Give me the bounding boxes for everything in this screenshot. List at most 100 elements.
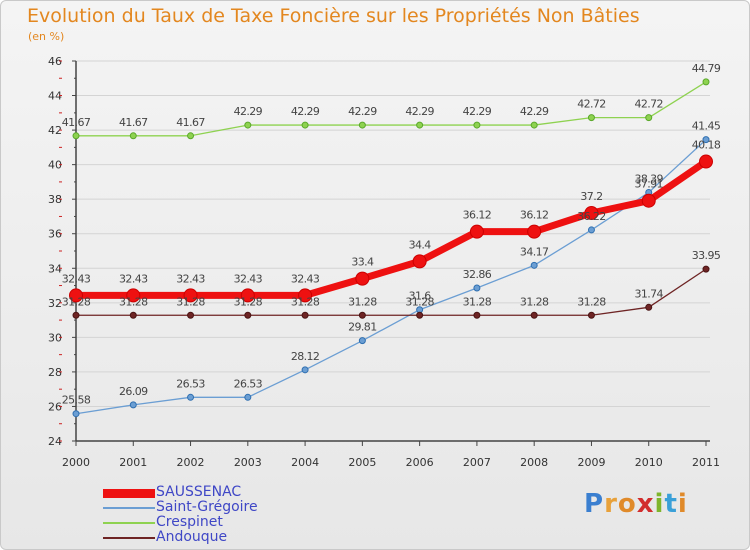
data-point (358, 311, 366, 319)
logo-letter: x (636, 489, 655, 519)
data-point (699, 154, 713, 169)
legend-item: Andouque (103, 529, 343, 545)
data-point (129, 311, 137, 319)
data-label: 42.72 (577, 98, 606, 111)
data-label: 41.67 (62, 116, 91, 129)
data-label: 25.58 (62, 394, 91, 407)
data-point (587, 114, 595, 122)
x-tick-label: 2005 (348, 456, 376, 469)
data-label: 34.17 (520, 245, 549, 258)
data-point (702, 78, 710, 86)
data-label-layer: 32.43 32.43 32.43 32.43 32.43 33.4 34.4 36.12 36… (62, 62, 722, 407)
data-point (187, 132, 195, 140)
data-label: 31.6 (409, 290, 432, 303)
legend: SAUSSENAC Saint-Grégoire Crespinet Andouque (103, 484, 343, 545)
data-label: 26.09 (119, 385, 148, 398)
data-label: 37.2 (580, 190, 602, 203)
data-label: 26.53 (234, 377, 263, 390)
data-label: 34.4 (409, 238, 432, 251)
data-point (72, 311, 80, 319)
data-label: 31.28 (119, 295, 148, 308)
y-tick-label: 32 (48, 297, 62, 310)
y-tick-label: 42 (48, 124, 62, 137)
x-tick-label: 2008 (520, 456, 548, 469)
data-label: 36.22 (577, 210, 606, 223)
legend-item: Crespinet (103, 514, 343, 530)
data-point (702, 136, 710, 144)
data-point (355, 271, 370, 286)
series-line (75, 138, 707, 415)
data-point (473, 311, 481, 319)
data-label: 36.12 (463, 209, 492, 222)
legend-swatch (103, 537, 155, 539)
data-point (72, 132, 80, 140)
data-label: 31.28 (291, 295, 320, 308)
data-point (587, 226, 595, 234)
legend-label: Crespinet (156, 514, 223, 530)
data-point (530, 311, 538, 319)
data-point (187, 393, 195, 401)
data-label: 42.72 (634, 98, 663, 111)
data-label: 28.12 (291, 350, 320, 363)
x-tick-label: 2009 (577, 456, 605, 469)
data-point (126, 288, 141, 303)
y-tick-label: 44 (48, 90, 62, 103)
legend-label: Saint-Grégoire (156, 499, 258, 515)
chart-title: Evolution du Taux de Taxe Foncière sur l… (27, 5, 640, 27)
data-point (301, 311, 309, 319)
data-label: 42.29 (234, 105, 263, 118)
proxiti-logo: Proxiti (584, 489, 688, 519)
data-point (530, 261, 538, 269)
legend-swatch (103, 522, 155, 524)
data-label: 33.4 (351, 256, 374, 269)
x-tick-label: 2000 (62, 456, 90, 469)
data-point (358, 337, 366, 345)
data-label: 31.28 (62, 295, 91, 308)
y-tick-label: 40 (48, 159, 62, 172)
data-label: 31.28 (348, 295, 377, 308)
data-point (473, 121, 481, 129)
data-point (641, 193, 656, 208)
data-point (469, 224, 484, 239)
data-label: 32.43 (234, 272, 263, 285)
data-point (183, 288, 198, 303)
data-point (69, 288, 83, 303)
y-tick-label: 34 (48, 262, 62, 275)
data-point (244, 121, 252, 129)
data-label: 31.28 (234, 295, 263, 308)
data-point (244, 393, 252, 401)
data-point (645, 303, 653, 311)
data-point (530, 121, 538, 129)
logo-letter: P (584, 489, 605, 519)
legend-label: SAUSSENAC (156, 484, 242, 500)
x-tick-label: 2011 (692, 456, 720, 469)
data-label: 42.29 (405, 105, 434, 118)
x-tick-label: 2010 (635, 456, 663, 469)
data-label: 31.28 (463, 295, 492, 308)
y-tick-label: 38 (48, 193, 62, 206)
data-point (473, 284, 481, 292)
x-tick-label: 2001 (119, 456, 147, 469)
grid-layer (76, 60, 710, 407)
data-point (584, 206, 599, 220)
data-label: 37.91 (634, 178, 663, 191)
y-tick-label: 36 (48, 228, 62, 241)
data-label: 33.95 (692, 249, 721, 262)
data-point (645, 114, 653, 122)
data-point (358, 121, 366, 129)
data-label: 31.28 (405, 295, 434, 308)
data-label: 32.43 (62, 272, 91, 285)
legend-item: Saint-Grégoire (103, 499, 343, 515)
x-tick-label: 2007 (463, 456, 491, 469)
data-label: 41.67 (119, 116, 148, 129)
data-label: 29.81 (348, 321, 377, 334)
data-label: 44.79 (692, 62, 721, 75)
legend-swatch (103, 507, 155, 509)
data-label: 32.43 (291, 272, 320, 285)
series-line (75, 268, 707, 316)
series-line (72, 158, 710, 299)
data-point (527, 224, 542, 239)
data-point (129, 132, 137, 140)
